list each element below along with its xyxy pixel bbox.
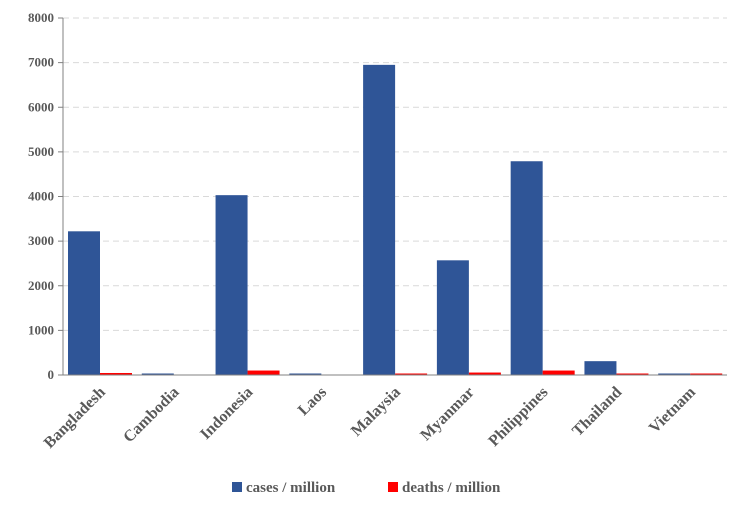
- bar-cases: [436, 260, 469, 375]
- y-tick-label: 1000: [28, 322, 54, 337]
- y-tick-label: 2000: [28, 278, 54, 293]
- x-tick-label: Myanmar: [417, 384, 477, 444]
- x-tick-label: Thailand: [569, 384, 625, 440]
- legend-swatch: [232, 482, 242, 492]
- legend-swatch: [388, 482, 398, 492]
- x-tick-label: Vietnam: [646, 383, 700, 437]
- x-tick-label: Bangladesh: [41, 384, 109, 452]
- bar-deaths: [247, 370, 280, 375]
- bar-cases: [658, 373, 691, 375]
- y-tick-label: 3000: [28, 233, 54, 248]
- y-tick-label: 0: [48, 367, 55, 382]
- bar-deaths: [616, 373, 649, 375]
- legend-label: deaths / million: [402, 480, 501, 496]
- y-tick-label: 7000: [28, 55, 54, 70]
- y-tick-label: 8000: [28, 10, 54, 25]
- bar-cases: [289, 373, 322, 375]
- bar-cases: [215, 195, 248, 375]
- y-tick-label: 6000: [28, 99, 54, 114]
- bar-cases: [363, 64, 396, 375]
- x-tick-label: Malaysia: [348, 384, 404, 440]
- y-tick-label: 5000: [28, 144, 54, 159]
- x-tick-label: Philippines: [485, 384, 551, 450]
- bar-cases: [68, 231, 100, 375]
- bar-cases: [584, 361, 617, 375]
- bar-deaths: [542, 370, 575, 375]
- bar-deaths: [690, 373, 723, 375]
- x-tick-label: Laos: [295, 384, 330, 419]
- bar-deaths: [395, 373, 428, 375]
- x-tick-label: Indonesia: [197, 384, 256, 443]
- x-tick-label: Cambodia: [120, 384, 182, 446]
- y-tick-label: 4000: [28, 189, 54, 204]
- bar-deaths: [468, 372, 501, 375]
- bar-deaths: [100, 372, 132, 375]
- legend-label: cases / million: [246, 480, 336, 496]
- bar-cases: [510, 161, 543, 375]
- bar-cases: [141, 373, 174, 375]
